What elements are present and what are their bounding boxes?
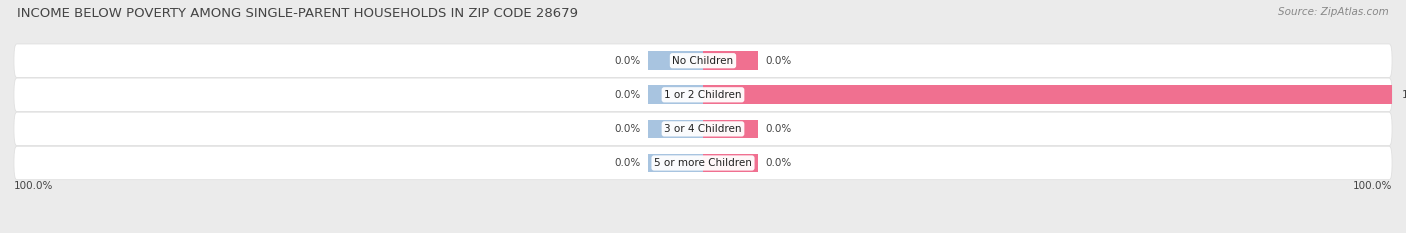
FancyBboxPatch shape xyxy=(14,44,1392,77)
Text: 100.0%: 100.0% xyxy=(1353,182,1392,191)
Text: 0.0%: 0.0% xyxy=(614,90,641,100)
Bar xyxy=(703,86,1392,104)
Text: 0.0%: 0.0% xyxy=(614,56,641,66)
Text: 100.0%: 100.0% xyxy=(1402,90,1406,100)
Bar xyxy=(648,154,703,172)
Text: 0.0%: 0.0% xyxy=(614,124,641,134)
Text: 0.0%: 0.0% xyxy=(765,124,792,134)
Bar xyxy=(703,120,758,138)
Text: 100.0%: 100.0% xyxy=(14,182,53,191)
Text: 5 or more Children: 5 or more Children xyxy=(654,158,752,168)
Bar xyxy=(703,51,758,70)
FancyBboxPatch shape xyxy=(14,146,1392,180)
Text: 0.0%: 0.0% xyxy=(765,158,792,168)
Text: 3 or 4 Children: 3 or 4 Children xyxy=(664,124,742,134)
Text: INCOME BELOW POVERTY AMONG SINGLE-PARENT HOUSEHOLDS IN ZIP CODE 28679: INCOME BELOW POVERTY AMONG SINGLE-PARENT… xyxy=(17,7,578,20)
Bar xyxy=(648,120,703,138)
Legend: Single Father, Single Mother: Single Father, Single Mother xyxy=(603,231,803,233)
Text: No Children: No Children xyxy=(672,56,734,66)
Bar xyxy=(648,86,703,104)
FancyBboxPatch shape xyxy=(14,112,1392,146)
Bar xyxy=(703,154,758,172)
Text: Source: ZipAtlas.com: Source: ZipAtlas.com xyxy=(1278,7,1389,17)
Bar xyxy=(648,51,703,70)
Text: 1 or 2 Children: 1 or 2 Children xyxy=(664,90,742,100)
FancyBboxPatch shape xyxy=(14,78,1392,112)
Text: 0.0%: 0.0% xyxy=(614,158,641,168)
Text: 0.0%: 0.0% xyxy=(765,56,792,66)
